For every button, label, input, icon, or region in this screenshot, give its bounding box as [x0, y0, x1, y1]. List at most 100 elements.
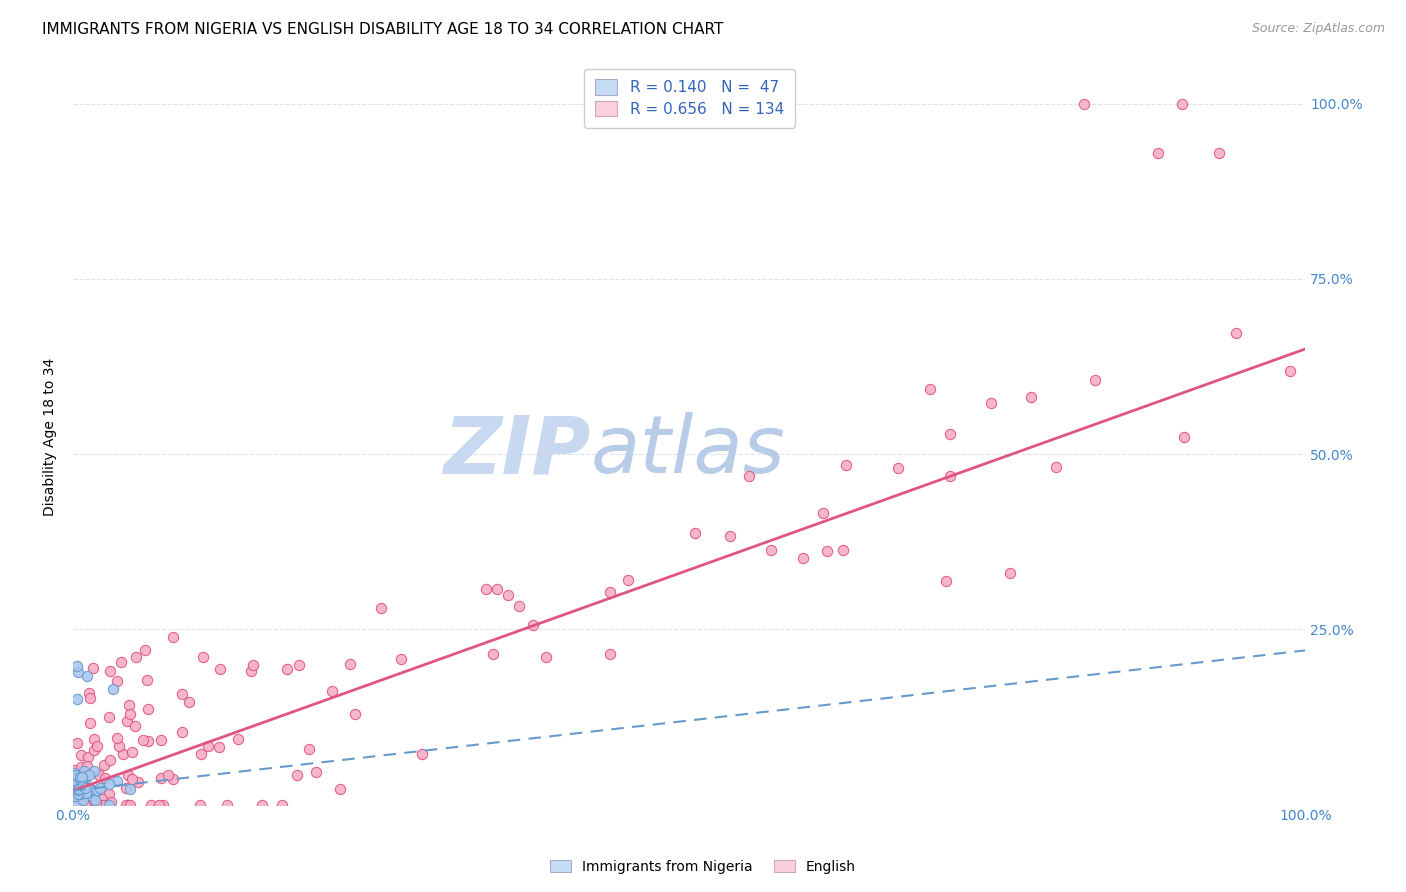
Point: [79, 782, 101, 797]
Point: [599, 584, 621, 599]
Point: [73, 797, 96, 812]
Text: IMMIGRANTS FROM NIGERIA VS ENGLISH DISABILITY AGE 18 TO 34 CORRELATION CHART: IMMIGRANTS FROM NIGERIA VS ENGLISH DISAB…: [42, 22, 724, 37]
Point: [94, 771, 117, 785]
Point: [815, 544, 838, 558]
Point: [82, 784, 104, 798]
Point: [79, 768, 101, 782]
Point: [73, 783, 96, 797]
Point: [97, 797, 120, 812]
Point: [114, 797, 136, 812]
Point: [170, 725, 193, 739]
Point: [738, 468, 761, 483]
Point: [998, 566, 1021, 581]
Point: [73, 772, 96, 787]
Point: [83, 743, 105, 757]
Point: [69, 771, 91, 785]
Point: [121, 746, 143, 760]
Point: [76, 668, 98, 682]
Point: [1173, 429, 1195, 443]
Point: [76, 758, 98, 772]
Legend: R = 0.140   N =  47, R = 0.656   N = 134: R = 0.140 N = 47, R = 0.656 N = 134: [583, 69, 794, 128]
Point: [72, 783, 94, 797]
Point: [62, 797, 84, 812]
Point: [72, 781, 94, 796]
Point: [496, 588, 519, 602]
Point: [62, 797, 84, 812]
Point: [83, 764, 105, 779]
Point: [93, 797, 115, 812]
Point: [89, 780, 111, 795]
Point: [80, 797, 103, 812]
Point: [69, 772, 91, 786]
Point: [83, 732, 105, 747]
Legend: Immigrants from Nigeria, English: Immigrants from Nigeria, English: [543, 853, 863, 880]
Point: [389, 652, 412, 666]
Point: [84, 797, 107, 812]
Point: [72, 787, 94, 801]
Point: [935, 574, 957, 588]
Point: [1045, 460, 1067, 475]
Point: [887, 461, 910, 475]
Point: [73, 787, 96, 801]
Point: [67, 783, 90, 797]
Point: [69, 775, 91, 789]
Point: [70, 772, 93, 787]
Point: [62, 773, 84, 788]
Point: [228, 731, 250, 746]
Point: [118, 698, 141, 712]
Point: [72, 793, 94, 807]
Point: [72, 772, 94, 786]
Point: [89, 768, 111, 782]
Point: [110, 655, 132, 669]
Point: [305, 765, 328, 780]
Point: [339, 657, 361, 672]
Point: [82, 661, 104, 675]
Point: [208, 739, 231, 754]
Point: [91, 797, 114, 812]
Point: [117, 797, 139, 812]
Point: [121, 772, 143, 786]
Point: [63, 779, 86, 793]
Point: [149, 732, 172, 747]
Point: [162, 630, 184, 644]
Point: [66, 665, 89, 680]
Point: [139, 797, 162, 812]
Point: [297, 742, 319, 756]
Point: [77, 797, 100, 812]
Point: [134, 642, 156, 657]
Point: [1146, 145, 1168, 160]
Point: [329, 781, 352, 796]
Point: [117, 768, 139, 782]
Point: [1225, 326, 1247, 341]
Point: [79, 691, 101, 706]
Point: [131, 733, 153, 747]
Point: [67, 781, 90, 796]
Point: [120, 707, 142, 722]
Point: [1019, 390, 1042, 404]
Point: [135, 673, 157, 687]
Point: [86, 782, 108, 797]
Point: [150, 771, 173, 785]
Point: [105, 674, 128, 689]
Point: [208, 662, 231, 676]
Point: [84, 785, 107, 799]
Point: [486, 582, 509, 597]
Point: [599, 647, 621, 661]
Point: [73, 764, 96, 778]
Point: [534, 650, 557, 665]
Point: [80, 781, 103, 796]
Point: [75, 786, 97, 800]
Point: [162, 772, 184, 787]
Point: [190, 747, 212, 761]
Point: [120, 797, 142, 812]
Point: [98, 665, 121, 679]
Point: [920, 382, 942, 396]
Point: [411, 747, 433, 761]
Point: [84, 796, 107, 810]
Point: [70, 760, 93, 774]
Point: [617, 574, 640, 588]
Point: [370, 601, 392, 615]
Point: [66, 783, 89, 797]
Point: [683, 525, 706, 540]
Point: [97, 777, 120, 791]
